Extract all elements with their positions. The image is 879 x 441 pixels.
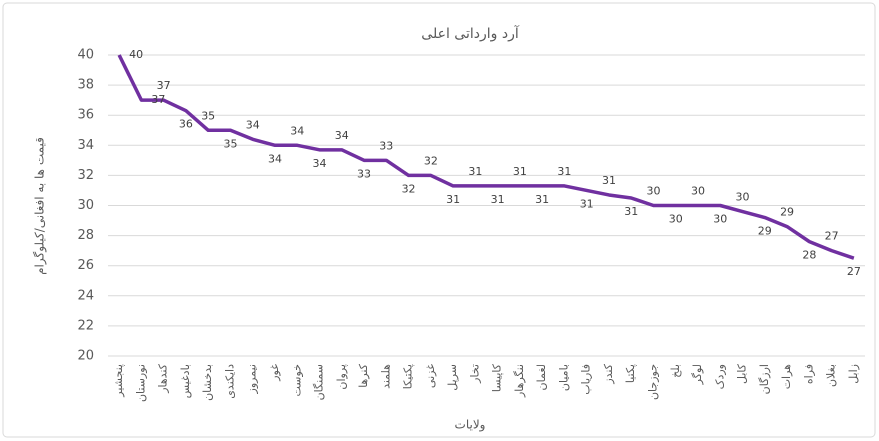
data-label: 33 — [357, 167, 371, 180]
chart-title: آرد وارداتی اعلی — [421, 25, 520, 42]
data-label: 35 — [223, 137, 237, 150]
x-tick-label: کاپیسا — [491, 363, 504, 392]
data-label: 29 — [758, 225, 772, 238]
x-tick-label: غور — [268, 364, 281, 382]
data-label: 34 — [290, 124, 304, 137]
data-label: 29 — [780, 206, 794, 219]
data-label: 27 — [825, 230, 839, 243]
x-tick-label: بدخشان — [201, 364, 214, 401]
x-tick-label: پکتیکا — [402, 364, 415, 389]
x-tick-label: ارزگان — [758, 364, 771, 394]
x-tick-label: سمنگان — [313, 364, 326, 400]
y-tick-label: 38 — [77, 78, 94, 93]
data-label: 34 — [313, 157, 327, 170]
x-tick-label: بغلان — [825, 364, 838, 387]
y-axis-label: قیمت ها به افغانی/کیلوگرام — [33, 137, 48, 275]
data-label: 36 — [179, 118, 193, 131]
x-tick-label: فاریاب — [580, 364, 593, 395]
y-tick-label: 34 — [77, 138, 94, 153]
y-tick-label: 28 — [77, 228, 94, 243]
y-tick-label: 22 — [77, 318, 94, 333]
data-label: 35 — [201, 109, 215, 122]
data-label: 28 — [802, 249, 816, 262]
x-tick-label: بامیان — [557, 364, 570, 391]
y-tick-label: 30 — [77, 198, 94, 213]
x-tick-label: پروان — [335, 364, 348, 390]
x-tick-label: سرپل — [446, 364, 459, 391]
x-axis-label: ولایات — [455, 418, 486, 433]
x-tick-label: خوست — [290, 364, 303, 397]
y-tick-label: 26 — [77, 258, 94, 273]
x-tick-label: وردک — [713, 364, 726, 389]
x-tick-label: هلمند — [379, 364, 392, 389]
data-label: 32 — [402, 182, 416, 195]
x-tick-label: غزنی — [424, 364, 437, 388]
x-tick-label: کابل — [736, 363, 749, 384]
x-tick-label: لوگر — [691, 364, 704, 385]
data-label: 34 — [335, 129, 349, 142]
data-label: 31 — [602, 174, 616, 187]
y-tick-label: 20 — [77, 349, 94, 364]
y-tick-label: 36 — [77, 108, 94, 123]
x-tick-label: لغمان — [535, 364, 548, 390]
x-tick-label: بلخ — [669, 364, 682, 378]
x-tick-label: بادغیس — [179, 364, 192, 398]
data-label: 27 — [847, 265, 861, 278]
data-label: 30 — [736, 191, 750, 204]
data-label: 30 — [669, 213, 683, 226]
data-label: 34 — [246, 118, 260, 131]
x-tick-label: پکتیا — [624, 364, 637, 383]
x-tick-label: کنرها — [357, 363, 370, 388]
data-label: 33 — [379, 139, 393, 152]
x-tick-label: جوزجان — [646, 364, 659, 400]
x-tick-label: کندهار — [157, 363, 170, 394]
data-label: 31 — [557, 165, 571, 178]
data-label: 31 — [624, 205, 638, 218]
data-label: 31 — [580, 197, 594, 210]
x-tick-label: هرات — [780, 364, 793, 389]
x-tick-label: نورستان — [134, 364, 147, 402]
data-label: 30 — [713, 213, 727, 226]
data-label: 30 — [646, 185, 660, 198]
data-label: 34 — [268, 152, 282, 165]
data-label: 31 — [535, 193, 549, 206]
data-label: 37 — [157, 79, 171, 92]
y-tick-label: 40 — [77, 48, 94, 63]
data-label: 32 — [424, 154, 438, 167]
x-tick-label: تخار — [468, 364, 481, 384]
x-tick-label: دایکندی — [223, 364, 236, 399]
data-label: 40 — [129, 48, 143, 61]
x-tick-label: فراه — [802, 364, 815, 384]
x-tick-label: نیمروز — [246, 364, 259, 394]
x-tick-label: کندز — [602, 363, 615, 384]
y-tick-label: 32 — [77, 168, 94, 183]
data-label: 31 — [446, 193, 460, 206]
data-label: 30 — [691, 185, 705, 198]
series-line — [117, 54, 855, 260]
data-label: 37 — [151, 93, 165, 106]
y-tick-label: 24 — [77, 288, 94, 303]
x-tick-label: پنجشیر — [112, 364, 125, 398]
x-tick-label: ننگرهار — [513, 364, 526, 398]
data-label: 31 — [491, 193, 505, 206]
data-label: 31 — [468, 165, 482, 178]
x-tick-label: زابل — [847, 364, 860, 384]
data-label: 31 — [513, 165, 527, 178]
